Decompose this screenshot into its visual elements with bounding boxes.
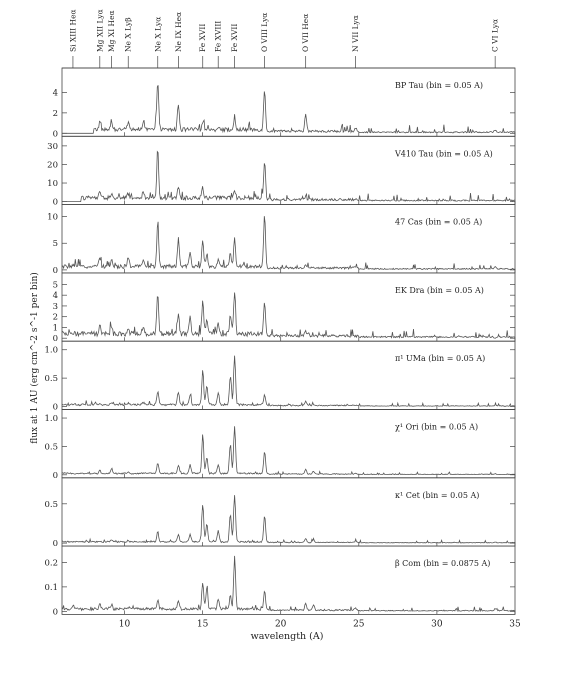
spectrum-panel: 0 0.1 0.2 β Com (bin = 0.0875 A): [44, 545, 516, 617]
y-tick-label: 4: [53, 88, 58, 98]
y-tick-label: 0.2: [44, 558, 58, 568]
x-tick-label: 35: [509, 619, 521, 629]
line-id-label: O VIII Lyα: [260, 13, 269, 52]
y-tick-label: 1.0: [44, 414, 58, 424]
y-tick-label: 0: [53, 198, 58, 208]
y-tick-label: 0.5: [44, 374, 58, 384]
line-id-label: Fe XVIII: [214, 21, 223, 52]
x-tick-label: 30: [431, 619, 443, 629]
y-tick-label: 0: [53, 129, 58, 139]
line-id-label: Fe XVII: [198, 24, 207, 52]
spectrum-panel: 0 5 10 47 Cas (bin = 0.05 A): [47, 204, 516, 276]
line-id-labels: Si XIII Heα Mg XII Lyα Mg XI Heα Ne X Lyβ Ne…: [62, 9, 515, 69]
x-tick-label: 15: [197, 619, 209, 629]
line-id-label: Fe XVII: [230, 24, 239, 52]
spectrum-trace: [61, 355, 516, 407]
panel-label: 47 Cas (bin = 0.05 A): [395, 218, 482, 227]
y-axis-label: flux at 1 AU (erg cm^-2 s^-1 per bin): [29, 272, 40, 444]
y-tick-label: 0.5: [44, 500, 58, 510]
spectrum-trace: [61, 495, 516, 544]
line-id-label: C VI Lyα: [491, 19, 500, 52]
spectrum-panel: 0 2 4 BP Tau (bin = 0.05 A): [53, 67, 516, 139]
y-tick-label: 0.5: [44, 442, 58, 452]
x-tick-label: 20: [275, 619, 287, 629]
y-tick-label: 0.1: [44, 583, 58, 593]
line-id-label: Ne X Lyβ: [124, 17, 133, 52]
y-tick-label: 10: [47, 179, 58, 189]
panel-frame: [61, 135, 516, 206]
panel-label: π¹ UMa (bin = 0.05 A): [395, 354, 485, 363]
spectrum-trace: [61, 555, 516, 613]
y-tick-label: 1: [53, 323, 58, 333]
spectrum-trace: [61, 426, 516, 476]
spectrum-panel: 0 10 20 30 V410 Tau (bin = 0.05 A): [47, 135, 516, 208]
spectrum-trace: [61, 292, 516, 339]
y-tick-label: 20: [47, 160, 58, 170]
y-tick-label: 4: [53, 291, 58, 301]
y-tick-label: 2: [53, 313, 58, 323]
spectrum-panel: 0 0.5 1.0 π¹ UMa (bin = 0.05 A): [44, 340, 516, 413]
panel-frame: [61, 409, 516, 479]
panel-label: V410 Tau (bin = 0.05 A): [394, 149, 493, 158]
y-tick-label: 3: [53, 302, 58, 312]
y-tick-label: 2: [53, 109, 58, 119]
panel-label: β Com (bin = 0.0875 A): [395, 559, 490, 568]
panel-label: χ¹ Ori (bin = 0.05 A): [395, 423, 478, 432]
y-tick-label: 5: [53, 280, 58, 290]
y-tick-label: 0: [53, 539, 58, 549]
line-id-label: Ne X Lyα: [153, 17, 162, 52]
line-id-label: Ne IX Heα: [174, 12, 183, 52]
line-id-label: Si XIII Heα: [68, 9, 77, 52]
y-tick-label: 0: [53, 403, 58, 413]
y-tick-label: 0: [53, 607, 58, 617]
y-tick-label: 0: [53, 334, 58, 344]
spectrum-trace: [62, 85, 516, 134]
panel-frame: [61, 477, 516, 547]
line-id-label: O VII Heα: [301, 14, 310, 52]
line-id-label: Mg XII Lyα: [95, 9, 104, 52]
x-axis: 10 15 20 25 30 35: [119, 619, 521, 629]
panel-label: κ¹ Cet (bin = 0.05 A): [395, 491, 479, 500]
spectrum-panel: 0 0.5 κ¹ Cet (bin = 0.05 A): [44, 477, 516, 549]
x-axis-label: wavelength (A): [251, 631, 324, 642]
spectrum-trace: [61, 216, 516, 271]
spectrum-panel: 0 0.5 1.0 χ¹ Ori (bin = 0.05 A): [44, 409, 516, 481]
panel-label: BP Tau (bin = 0.05 A): [395, 81, 483, 90]
y-tick-label: 0: [53, 471, 58, 481]
panel-frame: [61, 545, 516, 615]
line-id-label: N VII Lyα: [351, 15, 360, 52]
y-tick-label: 30: [47, 142, 58, 152]
panel-frame: [61, 272, 516, 342]
x-tick-label: 25: [353, 619, 365, 629]
panel-frame: [61, 340, 516, 410]
y-tick-label: 1.0: [44, 346, 58, 356]
x-tick-label: 10: [119, 619, 131, 629]
y-tick-label: 10: [47, 213, 58, 223]
y-tick-label: 0: [53, 266, 58, 276]
y-tick-label: 5: [53, 239, 58, 249]
spectrum-trace: [62, 150, 516, 202]
line-id-label: Mg XI Heα: [107, 10, 116, 52]
panel-label: EK Dra (bin = 0.05 A): [395, 286, 484, 295]
